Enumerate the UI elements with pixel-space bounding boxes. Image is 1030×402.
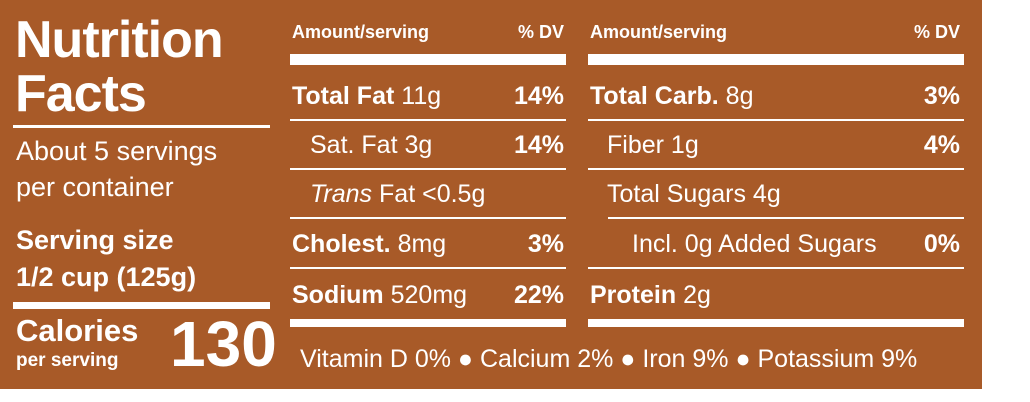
servings-line-1: About 5 servings [16,136,218,166]
nutrient-fiber: Fiber 1g [607,131,699,159]
calories-label: Calories [16,313,139,348]
dv-cholesterol: 3% [527,230,564,258]
nutrient-trans-fat: Trans Fat <0.5g [310,180,486,208]
divider [588,267,964,269]
header-amount-left: Amount/serving [292,22,430,42]
dv-fiber: 4% [923,131,960,159]
nutrient-sat-fat: Sat. Fat 3g [310,131,433,159]
divider [290,217,566,219]
divider-thick [13,302,270,309]
header-dv-left: % DV [518,22,565,42]
divider [608,217,964,219]
dv-added-sugars: 0% [923,230,960,258]
serving-size-label: Serving size [16,225,174,255]
divider-thick [290,54,566,65]
serving-size-value: 1/2 cup (125g) [16,262,197,292]
per-serving-label: per serving [16,350,119,371]
divider [588,119,964,121]
header-amount-right: Amount/serving [590,22,728,42]
nutrient-total-carb: Total Carb. 8g [590,82,754,110]
divider-thick [290,319,566,327]
nutrient-total-sugars: Total Sugars 4g [607,180,781,208]
divider-thick [588,319,964,327]
nutrient-sodium: Sodium 520mg [292,281,468,309]
divider-thick [588,54,964,65]
dv-sat-fat: 14% [513,131,564,159]
dv-total-carb: 3% [923,82,960,110]
vitamins-line: Vitamin D 0% ● Calcium 2% ● Iron 9% ● Po… [300,345,918,373]
divider [588,168,964,170]
divider [290,119,566,121]
divider [13,125,270,128]
dv-total-fat: 14% [513,82,564,110]
nutrient-total-fat: Total Fat 11g [292,82,442,110]
calories-value: 130 [170,308,277,380]
nutrient-cholesterol: Cholest. 8mg [292,230,447,258]
nutrient-added-sugars: Incl. 0g Added Sugars [632,230,877,258]
nutrition-label: Nutrition Facts About 5 servings per con… [0,0,982,389]
header-dv-right: % DV [913,22,960,42]
nutrient-protein: Protein 2g [590,281,711,309]
dv-sodium: 22% [513,281,564,309]
title-line-2: Facts [15,65,147,123]
title-line-1: Nutrition [15,11,224,69]
servings-line-2: per container [16,172,174,202]
divider [290,168,566,170]
divider [290,267,566,269]
